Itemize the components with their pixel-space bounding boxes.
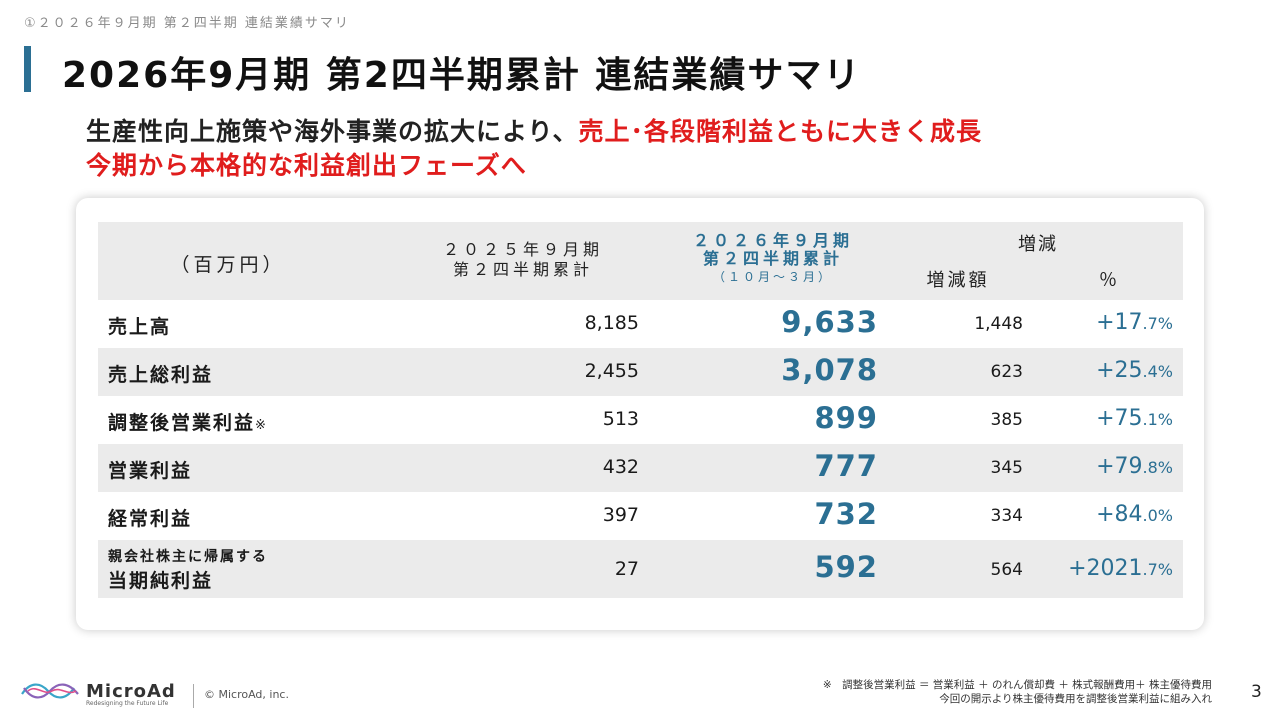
prev-value: 432: [602, 456, 639, 478]
pct-decimal: .4%: [1142, 362, 1173, 381]
pct-integer: +17: [1096, 310, 1143, 335]
microad-logo-icon: [21, 683, 79, 699]
current-value: 9,633: [781, 305, 878, 339]
footer-divider: [193, 684, 194, 708]
pct-decimal: .7%: [1142, 560, 1173, 579]
current-value: 3,078: [781, 353, 878, 387]
footnote-line2: 今回の開示より株主優待費用を調整後営業利益に組み入れ: [939, 693, 1212, 705]
copyright: © MicroAd, inc.: [204, 688, 289, 701]
row-label: 売上総利益: [108, 364, 214, 386]
pct-decimal: .1%: [1142, 410, 1173, 429]
change-percent: +2021.7%: [1068, 556, 1173, 581]
breadcrumb: ①２０２６年９月期 第２四半期 連結業績サマリ: [24, 16, 350, 31]
change-amount-header: 増減額: [926, 270, 990, 291]
footnote: ※ 調整後営業利益 ＝ 営業利益 ＋ のれん償却費 ＋ 株式報酬費用＋ 株主優待…: [823, 678, 1212, 706]
row-label-text: 調整後営業利益: [108, 412, 256, 434]
table-row: 経常利益 397 732 334 +84.0%: [98, 492, 1183, 540]
change-percent: +17.7%: [1096, 310, 1173, 335]
cur-header-line2: 第２四半期累計: [702, 249, 843, 268]
table-header: （百万円） ２０２５年９月期 第２四半期累計 ２０２６年９月期 第２四半期累計 …: [98, 222, 1183, 300]
change-amount: 385: [990, 410, 1023, 430]
pct-integer: +79: [1096, 454, 1143, 479]
change-percent: +75.1%: [1096, 406, 1173, 431]
row-label-line2: 当期純利益: [108, 570, 214, 592]
pct-decimal: .7%: [1142, 314, 1173, 333]
cur-header-line3: （１０月～３月）: [712, 270, 833, 284]
pct-decimal: .8%: [1142, 458, 1173, 477]
pct-integer: +25: [1096, 358, 1143, 383]
table-row: 調整後営業利益※ 513 899 385 +75.1%: [98, 396, 1183, 444]
row-label: 経常利益: [108, 508, 193, 530]
subtitle-highlight-text: 売上･各段階利益ともに大きく成長: [578, 117, 983, 146]
unit-header: （百万円）: [170, 254, 286, 276]
subtitle-line-1: 生産性向上施策や海外事業の拡大により、売上･各段階利益ともに大きく成長: [86, 112, 982, 148]
row-label: 調整後営業利益※: [108, 408, 268, 435]
brand-tagline: Redesigning the Future Life: [86, 700, 169, 707]
pct-decimal: .0%: [1142, 506, 1173, 525]
prev-value: 2,455: [584, 360, 639, 382]
change-amount: 564: [990, 560, 1023, 580]
table-row: 売上高 8,185 9,633 1,448 +17.7%: [98, 300, 1183, 348]
change-amount: 334: [990, 506, 1023, 526]
title-accent-bar: [24, 46, 31, 92]
prev-value: 397: [602, 504, 639, 526]
change-header: 増減: [1018, 234, 1058, 255]
row-label: 売上高: [108, 316, 172, 338]
current-period-header: ２０２６年９月期 第２四半期累計 （１０月～３月）: [658, 232, 888, 286]
prev-header-line1: ２０２５年９月期: [442, 240, 603, 259]
change-percent: +79.8%: [1096, 454, 1173, 479]
prev-value: 8,185: [584, 312, 639, 334]
page-title: 2026年9月期 第2四半期累計 連結業績サマリ: [62, 55, 862, 96]
current-value: 732: [814, 497, 878, 531]
brand-name: MicroAd: [86, 681, 176, 702]
change-amount: 345: [990, 458, 1023, 478]
subtitle-normal-text: 生産性向上施策や海外事業の拡大により、: [86, 117, 579, 146]
prev-header-line2: 第２四半期累計: [452, 260, 593, 279]
change-percent-header: ％: [1099, 270, 1117, 291]
change-amount: 1,448: [974, 314, 1023, 334]
footnote-mark: ※: [255, 418, 268, 433]
table-row: 売上総利益 2,455 3,078 623 +25.4%: [98, 348, 1183, 396]
current-value: 899: [814, 401, 878, 435]
current-value: 592: [814, 550, 878, 584]
pct-integer: +2021: [1068, 556, 1143, 581]
pct-integer: +84: [1096, 502, 1143, 527]
current-value: 777: [814, 449, 878, 483]
prev-value: 27: [614, 558, 639, 580]
subtitle-line-2: 今期から本格的な利益創出フェーズへ: [86, 151, 527, 180]
table-row: 営業利益 432 777 345 +79.8%: [98, 444, 1183, 492]
page-number: 3: [1251, 682, 1262, 702]
results-card: （百万円） ２０２５年９月期 第２四半期累計 ２０２６年９月期 第２四半期累計 …: [76, 198, 1204, 630]
table-row: 親会社株主に帰属する 当期純利益 27 592 564 +2021.7%: [98, 540, 1183, 598]
prev-period-header: ２０２５年９月期 第２四半期累計: [418, 240, 628, 280]
prev-value: 513: [602, 408, 639, 430]
change-percent: +25.4%: [1096, 358, 1173, 383]
pct-integer: +75: [1096, 406, 1143, 431]
cur-header-line1: ２０２６年９月期: [692, 231, 853, 250]
change-percent: +84.0%: [1096, 502, 1173, 527]
change-amount: 623: [990, 362, 1023, 382]
row-label: 営業利益: [108, 460, 193, 482]
row-label-line1: 親会社株主に帰属する: [108, 549, 268, 565]
footnote-line1: ※ 調整後営業利益 ＝ 営業利益 ＋ のれん償却費 ＋ 株式報酬費用＋ 株主優待…: [822, 679, 1212, 691]
